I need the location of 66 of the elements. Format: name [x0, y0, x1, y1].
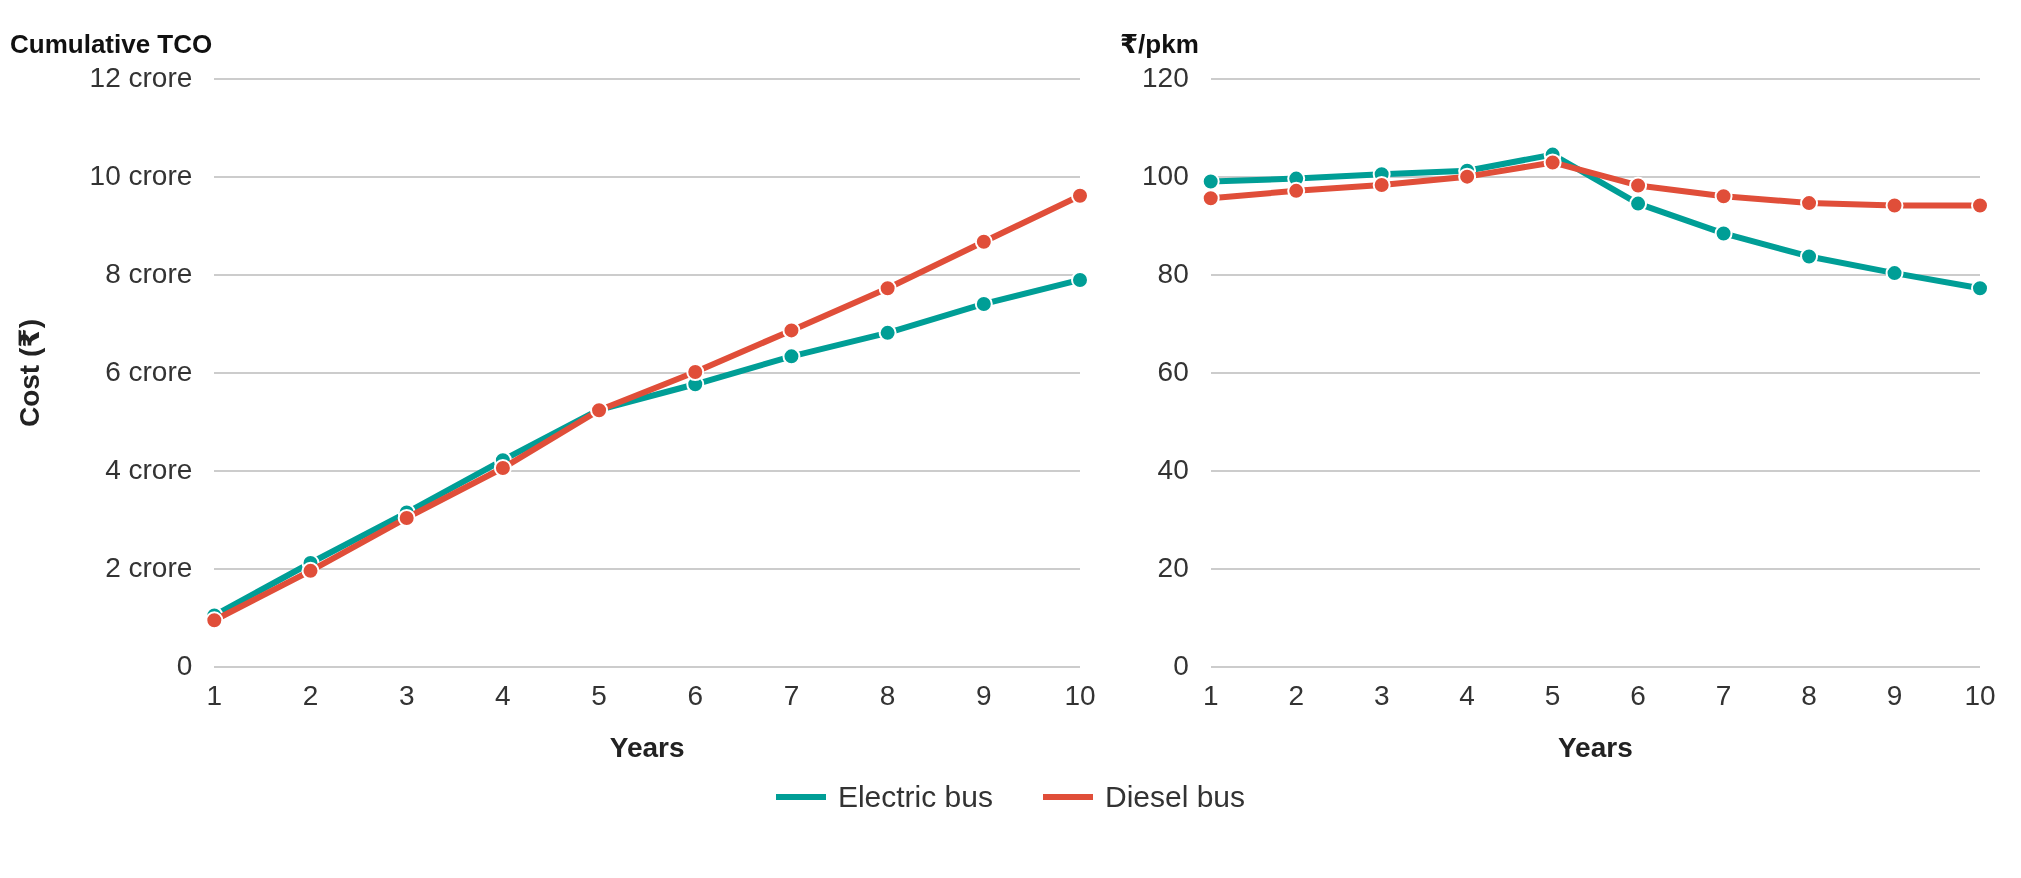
point	[1629, 176, 1648, 195]
point	[1629, 194, 1648, 213]
point	[1971, 279, 1989, 298]
point	[974, 232, 993, 251]
point	[397, 508, 416, 527]
point	[1201, 172, 1220, 191]
x-tick-label: 5	[591, 680, 607, 712]
point	[1071, 186, 1089, 205]
point	[878, 279, 897, 298]
y-tick-label: 10 crore	[89, 159, 193, 191]
y-tick-label: 100	[1142, 159, 1189, 191]
y-tick-label: 2 crore	[105, 551, 193, 583]
y-tick-label: 8 crore	[105, 257, 193, 289]
point	[493, 459, 512, 477]
legend-label: Electric bus	[837, 780, 993, 814]
legend-label: Diesel bus	[1104, 780, 1246, 814]
y-tick-label: 20	[1157, 551, 1189, 583]
x-tick-label: 4	[1459, 680, 1475, 712]
x-axis-title: Years	[1557, 731, 1633, 763]
y-tick-label: 0	[1173, 649, 1189, 681]
point	[1201, 189, 1220, 208]
point	[1714, 187, 1733, 206]
x-tick-label: 4	[495, 680, 511, 712]
point	[1543, 153, 1562, 172]
point	[1372, 175, 1391, 194]
point	[1971, 196, 1989, 215]
chart-title: ₹/pkm	[1120, 28, 1199, 59]
x-tick-label: 10	[1064, 680, 1096, 712]
x-tick-label: 9	[1886, 680, 1903, 712]
x-tick-label: 10	[1964, 680, 1996, 712]
point	[205, 611, 224, 630]
y-tick-label: 120	[1142, 61, 1189, 93]
x-tick-label: 3	[398, 680, 415, 712]
point	[1458, 167, 1477, 186]
x-tick-label: 7	[1715, 680, 1732, 712]
x-tick-label: 7	[783, 680, 800, 712]
chart-title: Cumulative TCO	[10, 28, 213, 59]
y-tick-label: 60	[1157, 355, 1189, 387]
point	[878, 323, 897, 342]
y-tick-label: 12 crore	[89, 61, 193, 93]
y-tick-label: 40	[1157, 453, 1189, 485]
x-tick-label: 1	[206, 680, 223, 712]
y-tick-label: 6 crore	[105, 355, 193, 387]
x-tick-label: 8	[879, 680, 896, 712]
x-tick-label: 6	[687, 680, 704, 712]
point	[1885, 196, 1904, 215]
y-tick-label: 0	[176, 649, 193, 681]
y-axis-title: Cost (₹)	[13, 318, 45, 428]
point	[782, 347, 801, 366]
y-tick-label: 4 crore	[105, 453, 193, 485]
x-tick-label: 1	[1202, 680, 1219, 712]
y-tick-label: 80	[1157, 257, 1189, 289]
x-tick-label: 5	[1544, 680, 1561, 712]
x-tick-label: 2	[1288, 680, 1304, 712]
point	[1800, 247, 1819, 266]
point	[1714, 224, 1733, 243]
x-tick-label: 3	[1373, 680, 1390, 712]
point	[1287, 181, 1306, 200]
point	[782, 321, 801, 340]
x-axis-title: Years	[609, 731, 685, 763]
x-tick-label: 6	[1630, 680, 1646, 712]
point	[301, 561, 320, 580]
x-tick-label: 8	[1801, 680, 1817, 712]
point	[686, 363, 705, 382]
x-tick-label: 9	[976, 680, 992, 712]
x-tick-label: 2	[302, 680, 319, 712]
